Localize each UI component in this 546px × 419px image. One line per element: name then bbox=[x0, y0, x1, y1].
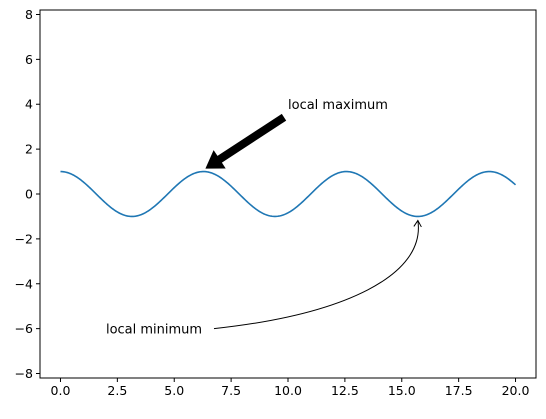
series-line-cos bbox=[60, 170, 517, 218]
annotation-arrow bbox=[205, 113, 287, 169]
x-tick-label: 0.0 bbox=[51, 383, 71, 398]
annotation-label: local maximum bbox=[288, 98, 388, 113]
annotation-label: local minimum bbox=[106, 323, 202, 338]
x-axis: 0.0 2.5 5.0 7.5 10.0 12.5 15.0 17.5 20.0 bbox=[51, 378, 530, 398]
x-tick-label: 17.5 bbox=[445, 383, 473, 398]
y-tick-label: −4 bbox=[15, 276, 33, 291]
annotation-layer: local maximum local minimum bbox=[106, 98, 422, 338]
series-layer bbox=[60, 170, 517, 218]
x-tick-label: 20.0 bbox=[502, 383, 530, 398]
annotation-arrow-head bbox=[413, 219, 422, 228]
x-tick-label: 12.5 bbox=[331, 383, 359, 398]
x-tick-label: 5.0 bbox=[164, 383, 184, 398]
y-tick-label: −8 bbox=[15, 366, 33, 381]
annotation-arrow bbox=[213, 220, 419, 330]
x-tick-label: 15.0 bbox=[388, 383, 416, 398]
y-tick-label: 8 bbox=[25, 7, 33, 22]
x-tick-label: 7.5 bbox=[221, 383, 241, 398]
y-tick-label: 0 bbox=[25, 187, 33, 202]
y-tick-label: 6 bbox=[25, 52, 33, 67]
x-tick-label: 10.0 bbox=[274, 383, 302, 398]
y-tick-label: 4 bbox=[25, 97, 33, 112]
y-tick-label: −6 bbox=[15, 321, 33, 336]
y-axis: −8 −6 −4 −2 0 2 4 6 8 bbox=[15, 7, 40, 381]
y-tick-label: −2 bbox=[15, 231, 33, 246]
plot-frame bbox=[39, 9, 537, 379]
y-tick-label: 2 bbox=[25, 142, 33, 157]
x-tick-label: 2.5 bbox=[107, 383, 127, 398]
